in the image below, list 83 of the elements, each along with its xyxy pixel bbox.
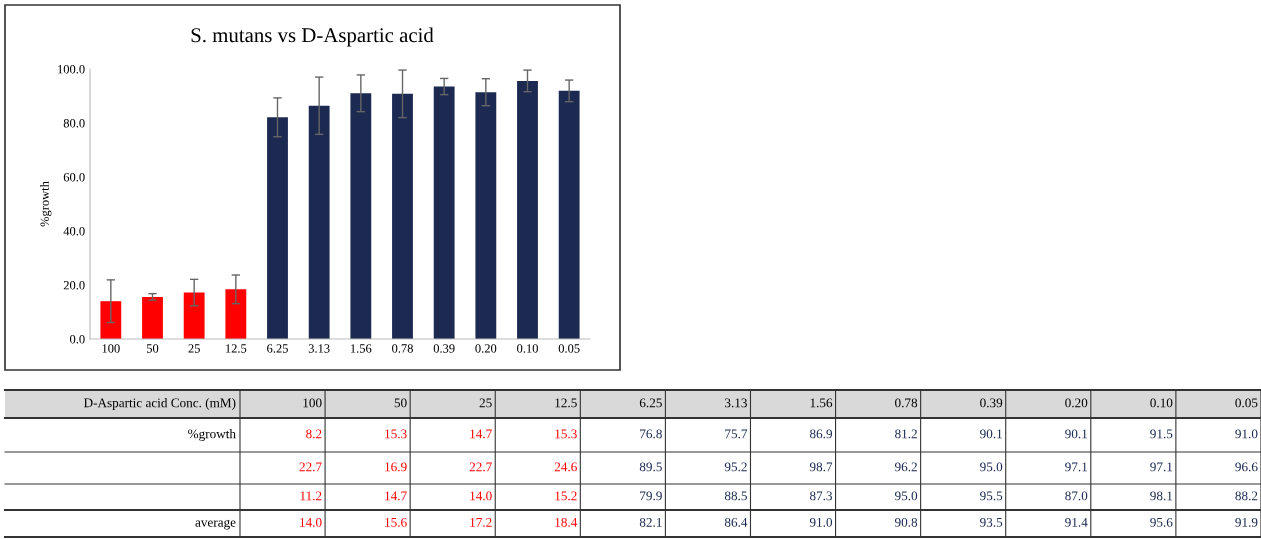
y-tick-label: 60.0 (63, 173, 85, 182)
text: 8.2 (306, 429, 322, 439)
text: 95.6 (1150, 517, 1173, 527)
text: 91.9 (1235, 517, 1258, 527)
category-label: 25 (479, 398, 492, 408)
category-label: 0.10 (1150, 398, 1173, 408)
text: 88.5 (724, 491, 747, 501)
x-tick-label: 0.78 (392, 344, 413, 353)
x-tick-label: 0.05 (558, 344, 580, 353)
category-label: 1.56 (810, 398, 833, 408)
text: 22.7 (469, 462, 492, 472)
text: 95.0 (980, 462, 1003, 472)
text: 15.6 (385, 517, 407, 527)
y-tick-label: 20.0 (63, 281, 85, 290)
text: 91.4 (1065, 517, 1088, 527)
x-tick-label: 0.10 (517, 344, 538, 353)
text: 86.4 (724, 517, 748, 527)
text: 14.7 (385, 491, 407, 501)
y-tick-label: 0.0 (69, 335, 85, 344)
text: 90.1 (980, 429, 1002, 439)
category-label: 0.39 (980, 398, 1003, 408)
text: 98.1 (1150, 491, 1173, 501)
category-label: 50 (394, 398, 407, 408)
text: 95.0 (894, 491, 918, 501)
x-tick-label: 25 (188, 344, 200, 353)
text: 88.2 (1235, 491, 1258, 501)
text: 96.2 (894, 462, 917, 472)
text: 87.3 (809, 491, 833, 501)
category-label: 0.20 (1065, 398, 1088, 408)
text: 82.1 (639, 517, 662, 527)
text: 89.5 (639, 462, 662, 472)
text: 75.7 (725, 429, 748, 439)
text: 11.2 (300, 491, 322, 501)
text: 14.7 (470, 429, 492, 439)
text: 96.6 (1235, 462, 1258, 472)
text: 90.8 (894, 517, 918, 527)
text: 86.9 (809, 429, 833, 439)
text: 98.7 (809, 462, 833, 472)
x-tick-label: 100 (102, 344, 120, 353)
y-tick-label: 40.0 (63, 227, 85, 236)
text: 91.5 (1150, 429, 1173, 439)
text: 95.2 (724, 462, 747, 472)
text: 91.0 (1235, 429, 1258, 439)
text: 81.2 (895, 429, 917, 439)
text: 15.2 (555, 491, 577, 501)
text: 14.0 (300, 517, 322, 527)
x-tick-label: 50 (146, 344, 159, 353)
x-tick-label: 12.5 (226, 344, 247, 353)
x-tick-label: 1.56 (351, 344, 372, 353)
text: 95.5 (980, 491, 1003, 501)
text: 79.9 (640, 491, 662, 501)
category-label: 0.78 (895, 398, 918, 408)
x-tick-label: 6.25 (267, 344, 288, 353)
text: 18.4 (555, 517, 578, 527)
x-tick-label: 0.20 (475, 344, 497, 353)
y-axis-title: %growth (40, 181, 52, 227)
text: 97.1 (1150, 462, 1173, 472)
x-tick-label: 3.13 (308, 344, 330, 353)
category-label: 12.5 (555, 398, 577, 408)
text: 22.7 (299, 462, 322, 472)
text: 16.9 (385, 462, 407, 472)
chart-title: S. mutans vs D-Aspartic acid (191, 27, 434, 47)
category-label: 0.05 (1235, 398, 1258, 408)
text: 90.1 (1065, 429, 1088, 439)
x-tick-label: 0.39 (433, 344, 455, 353)
category-label: 100 (303, 398, 322, 408)
category-label: 3.13 (725, 398, 747, 408)
text: %growth (188, 429, 236, 441)
y-tick-label: 80.0 (63, 119, 85, 128)
text: 76.8 (640, 429, 662, 439)
text: 17.2 (470, 517, 492, 527)
text: 91.0 (809, 517, 833, 527)
text: 93.5 (980, 517, 1003, 527)
text: 14.0 (470, 491, 492, 501)
x-axis-title: D-Aspartic acid Conc. (mM) (83, 398, 236, 410)
text: 15.3 (555, 429, 577, 439)
text: average (195, 519, 236, 530)
text: 87.0 (1065, 491, 1088, 501)
y-tick-label: 100.0 (58, 65, 85, 74)
text: 15.3 (385, 429, 407, 439)
text: 97.1 (1065, 462, 1088, 472)
text: 24.6 (554, 462, 577, 472)
category-label: 6.25 (639, 398, 662, 408)
